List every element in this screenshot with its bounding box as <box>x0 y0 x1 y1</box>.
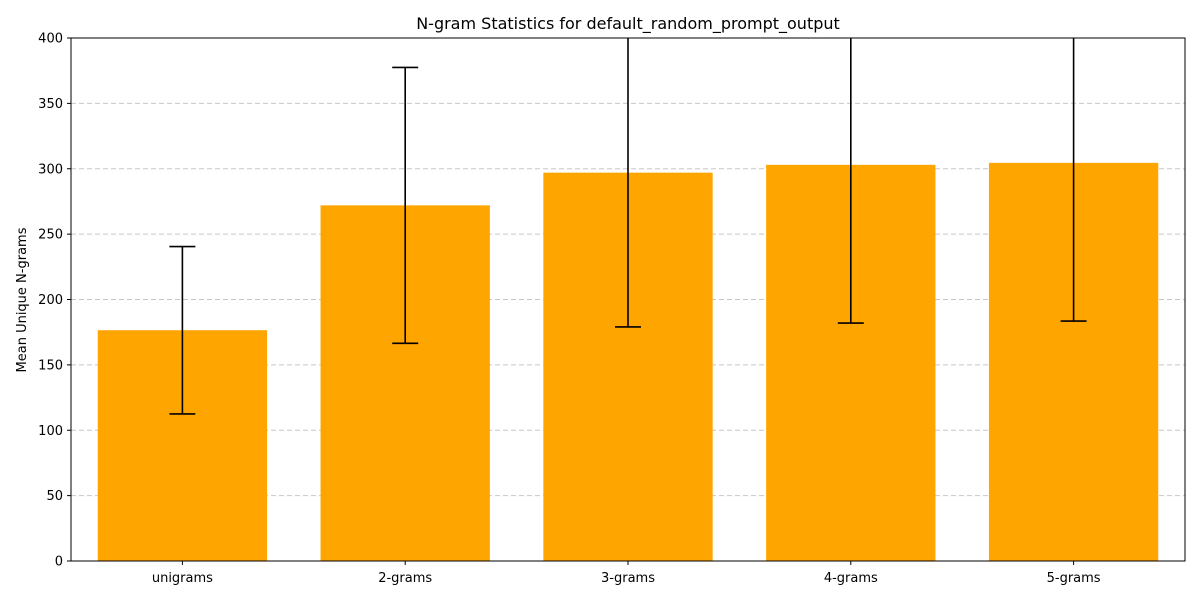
y-axis-label: Mean Unique N-grams <box>15 227 30 372</box>
axes: 0 50 100 150 200 250 300 350 400 unigrams 2-grams 3… <box>38 32 1186 586</box>
x-tick-label: unigrams <box>152 571 213 586</box>
error-bars <box>169 38 1087 415</box>
y-tick-label: 150 <box>38 358 63 373</box>
x-tick-label: 3-grams <box>601 571 655 586</box>
y-tick-label: 200 <box>38 293 63 308</box>
y-tick-label: 100 <box>38 424 63 439</box>
chart-title: N-gram Statistics for default_random_pro… <box>416 14 840 34</box>
y-tick-label: 250 <box>38 228 63 243</box>
y-tick-label: 0 <box>55 555 63 570</box>
y-tick-label: 50 <box>46 489 63 504</box>
y-tick-label: 350 <box>38 97 63 112</box>
y-tick-label: 400 <box>38 32 63 47</box>
x-tick-label: 5-grams <box>1047 571 1101 586</box>
y-tick-label: 300 <box>38 162 63 177</box>
x-tick-label: 4-grams <box>824 571 878 586</box>
x-tick-label: 2-grams <box>378 571 432 586</box>
